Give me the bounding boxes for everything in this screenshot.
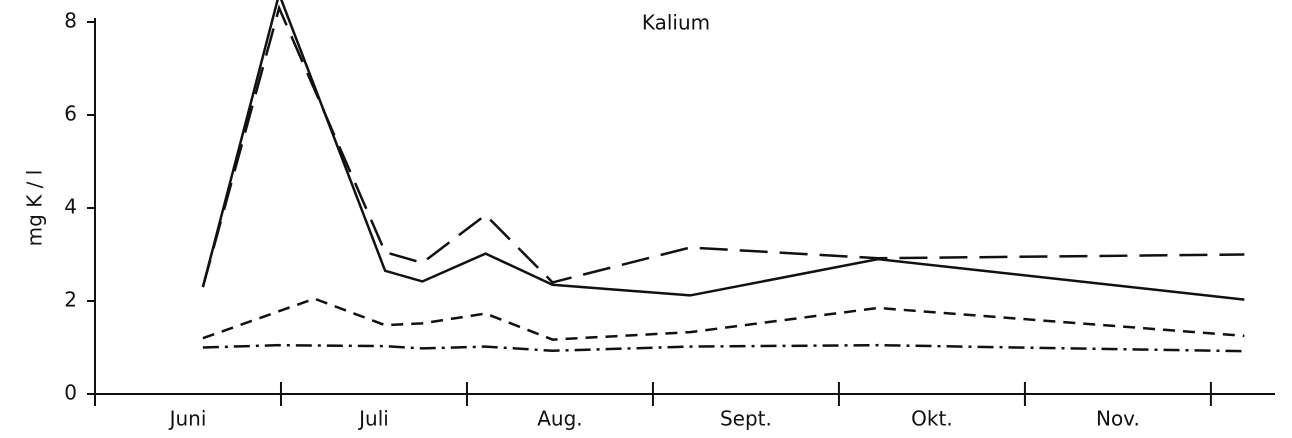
y-tick-label: 6 [64, 102, 77, 126]
y-tick-label: 4 [64, 195, 77, 219]
series-line [201, 0, 1245, 301]
x-category-label: Aug. [537, 407, 582, 431]
series-line [202, 297, 1245, 341]
y-tick-label: 0 [64, 381, 77, 405]
x-category-label: Juli [357, 407, 389, 431]
y-tick-label: 2 [64, 288, 77, 312]
series-line [201, 4, 1245, 288]
x-category-label: Nov. [1096, 407, 1140, 431]
x-category-label: Okt. [911, 407, 953, 431]
x-category-label: Juni [168, 407, 207, 431]
y-tick-label: 8 [64, 9, 77, 33]
series-line [202, 343, 1245, 353]
y-axis-label: mg K / l [23, 170, 47, 247]
x-category-label: Sept. [720, 407, 772, 431]
chart-title: Kalium [642, 11, 710, 35]
